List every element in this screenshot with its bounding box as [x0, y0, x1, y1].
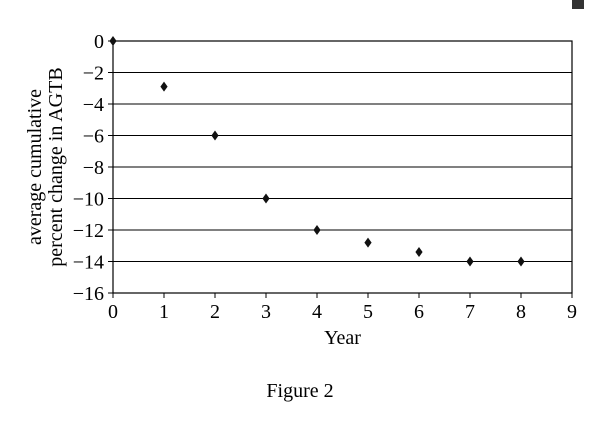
x-tick-label: 5 [363, 301, 373, 323]
y-axis-label-line-1: average cumulative [24, 89, 46, 245]
scatter-chart: 0−2−4−6−8−10−12−14−160 1 2 3 4 5 6 7 8 9 Year ave… [24, 31, 577, 349]
y-tick-label: −10 [73, 189, 104, 211]
x-tick-label: 2 [210, 301, 220, 323]
y-tick-label: −4 [83, 94, 104, 116]
data-point [364, 237, 372, 248]
data-point [109, 36, 117, 46]
y-axis-label-line-2: percent change in AGTB [45, 67, 67, 266]
x-tick-label: 9 [567, 301, 577, 323]
data-point [211, 130, 219, 141]
y-tick-label: −12 [73, 220, 104, 242]
gridlines [113, 40, 572, 294]
y-tick-label: −16 [73, 283, 104, 305]
figure-caption: Figure 2 [266, 380, 334, 402]
x-tick-label: 3 [261, 301, 271, 323]
x-tick-label: 8 [516, 301, 526, 323]
y-tick-label: −8 [83, 157, 104, 179]
y-tick-label: 0 [94, 31, 104, 53]
data-point [160, 81, 168, 92]
x-tick-label: 1 [159, 301, 169, 323]
data-point [313, 225, 321, 235]
x-tick-label: 7 [465, 301, 475, 323]
data-point [262, 193, 270, 204]
data-point [415, 247, 423, 258]
y-tick-label: −2 [83, 63, 104, 85]
data-points [109, 36, 525, 267]
x-tick-label: 4 [312, 301, 322, 323]
data-point [517, 256, 525, 267]
corner-marker [572, 0, 584, 9]
data-point [466, 256, 474, 267]
axis-ticks [108, 40, 573, 298]
y-tick-label: −14 [73, 252, 104, 274]
x-axis-label: Year [324, 327, 361, 349]
tick-labels: 0−2−4−6−8−10−12−14−160 1 2 3 4 5 6 7 8 9 [73, 31, 577, 323]
y-tick-label: −6 [83, 126, 104, 148]
x-tick-label: 0 [108, 301, 118, 323]
x-tick-label: 6 [414, 301, 424, 323]
